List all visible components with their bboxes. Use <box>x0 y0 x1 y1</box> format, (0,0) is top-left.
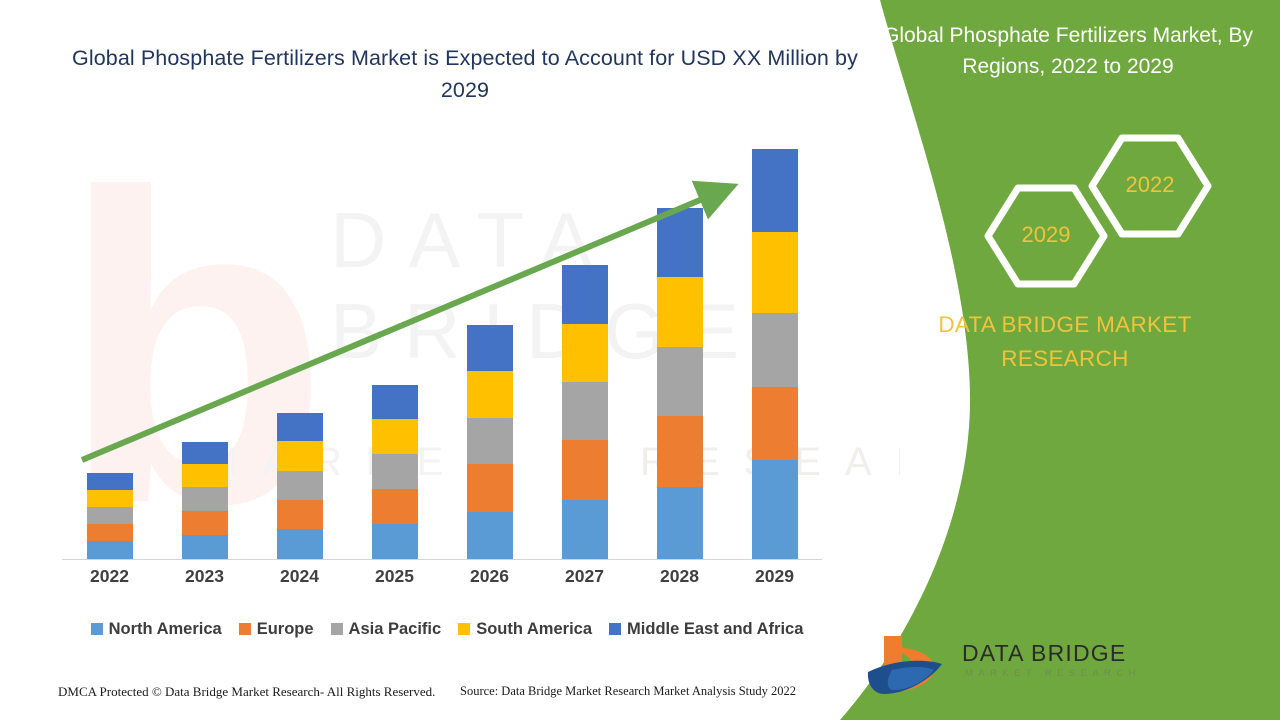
bar-segment-europe <box>561 440 608 500</box>
bar-segment-asia-pacific <box>371 454 418 489</box>
bar-segment-north-america <box>751 459 798 559</box>
bar-2027 <box>561 265 608 559</box>
source-note: Source: Data Bridge Market Research Mark… <box>460 684 797 698</box>
x-axis-label-2024: 2024 <box>280 566 319 586</box>
legend-item-south-america[interactable]: South America <box>458 620 592 639</box>
hexagon-back <box>1088 134 1212 238</box>
chart-legend: North America Europe Asia Pacific South Ame… <box>62 616 832 642</box>
legend-item-asia-pacific[interactable]: Asia Pacific <box>330 619 442 639</box>
bar-segment-north-america <box>466 511 513 559</box>
brand-panel: Global Phosphate Fertilizers Market, By … <box>840 0 1280 720</box>
brand-name: DATA BRIDGE MARKET RESEARCH <box>938 312 1192 371</box>
year-hexagons: 2022 2029 <box>840 128 1280 288</box>
panel-title: Global Phosphate Fertilizers Market, By … <box>883 24 1253 78</box>
hex-year-2022: 2022 <box>1125 172 1175 197</box>
x-axis-label-2025: 2025 <box>375 566 414 586</box>
bar-2029 <box>751 148 798 559</box>
bar-2026 <box>466 324 513 559</box>
bar-segment-middle-east-and-africa <box>371 385 418 420</box>
bar-segment-asia-pacific <box>656 346 703 416</box>
x-axis-line <box>62 559 822 560</box>
bar-segment-south-america <box>656 277 703 347</box>
hexagon-front <box>984 184 1108 288</box>
bar-segment-north-america <box>276 529 323 559</box>
bar-segment-europe <box>181 510 228 535</box>
data-bridge-logo-icon <box>867 636 942 694</box>
x-axis-labels: 2022 2023 2024 2025 2026 2027 2028 2029 <box>62 566 822 594</box>
bar-segment-south-america <box>466 370 513 419</box>
hex-year-2029: 2029 <box>1021 222 1071 247</box>
bar-segment-europe <box>371 488 418 524</box>
bar-segment-middle-east-and-africa <box>561 265 608 324</box>
green-background-shape <box>840 0 1280 720</box>
bar-segment-south-america <box>181 464 228 488</box>
chart-title: Global Phosphate Fertilizers Market is E… <box>72 46 858 102</box>
bar-segment-north-america <box>86 541 133 559</box>
legend-swatch-icon <box>90 623 103 635</box>
x-axis-label-2028: 2028 <box>660 566 699 586</box>
bar-segment-asia-pacific <box>86 507 133 524</box>
bar-segment-south-america <box>561 323 608 382</box>
logo-tagline: MARKET RESEARCH <box>965 668 1141 679</box>
logo-wordmark: DATA BRIDGE <box>962 640 1127 666</box>
legend-swatch-icon <box>609 623 622 635</box>
bar-2022 <box>86 473 133 559</box>
bar-segment-south-america <box>86 489 133 508</box>
bar-segment-south-america <box>276 441 323 471</box>
bar-segment-middle-east-and-africa <box>86 473 133 490</box>
legend-label: North America <box>108 619 222 638</box>
bar-2023 <box>181 442 228 559</box>
bar-segment-asia-pacific <box>181 487 228 511</box>
bar-segment-north-america <box>181 534 228 559</box>
bar-2024 <box>276 412 323 559</box>
bar-segment-south-america <box>371 419 418 455</box>
x-axis-label-2029: 2029 <box>755 566 794 586</box>
copyright-notice: DMCA Protected © Data Bridge Market Rese… <box>58 684 436 699</box>
x-axis-label-2023: 2023 <box>185 566 224 586</box>
bar-segment-middle-east-and-africa <box>276 412 323 442</box>
legend-swatch-icon <box>238 623 251 635</box>
bar-segment-north-america <box>371 523 418 559</box>
bar-segment-south-america <box>751 232 798 313</box>
bar-segment-europe <box>656 416 703 488</box>
bar-chart-plot-area <box>62 120 822 560</box>
legend-item-middle-east-and-africa[interactable]: Middle East and Africa <box>609 620 803 639</box>
x-axis-label-2027: 2027 <box>565 566 604 586</box>
bar-segment-north-america <box>656 487 703 559</box>
bar-segment-europe <box>466 464 513 512</box>
legend-item-north-america[interactable]: North America <box>90 619 222 639</box>
bar-2028 <box>656 208 703 559</box>
bar-segment-middle-east-and-africa <box>751 148 798 233</box>
bar-segment-europe <box>276 499 323 530</box>
chart-panel: b DATA BRIDGE MARKET RESEARCH Global Pho… <box>58 46 900 699</box>
legend-swatch-icon <box>330 623 343 635</box>
legend-label: Asia Pacific <box>348 619 442 638</box>
legend-label: Middle East and Africa <box>627 619 804 638</box>
bar-segment-europe <box>751 387 798 460</box>
hexagon-shapes <box>984 134 1212 288</box>
bar-segment-asia-pacific <box>276 470 323 500</box>
legend-item-europe[interactable]: Europe <box>238 619 314 639</box>
bar-segment-europe <box>86 523 133 542</box>
bar-segment-asia-pacific <box>751 312 798 388</box>
legend-label: South America <box>476 619 593 638</box>
bar-segment-middle-east-and-africa <box>466 324 513 371</box>
bar-segment-middle-east-and-africa <box>656 208 703 278</box>
bar-segment-middle-east-and-africa <box>181 442 228 465</box>
x-axis-label-2022: 2022 <box>90 566 129 586</box>
bar-segment-asia-pacific <box>561 381 608 441</box>
bar-segment-north-america <box>561 499 608 559</box>
bar-segment-asia-pacific <box>466 418 513 465</box>
bar-2025 <box>371 385 418 559</box>
x-axis-label-2026: 2026 <box>470 566 509 586</box>
legend-swatch-icon <box>458 623 471 635</box>
legend-label: Europe <box>256 619 314 638</box>
